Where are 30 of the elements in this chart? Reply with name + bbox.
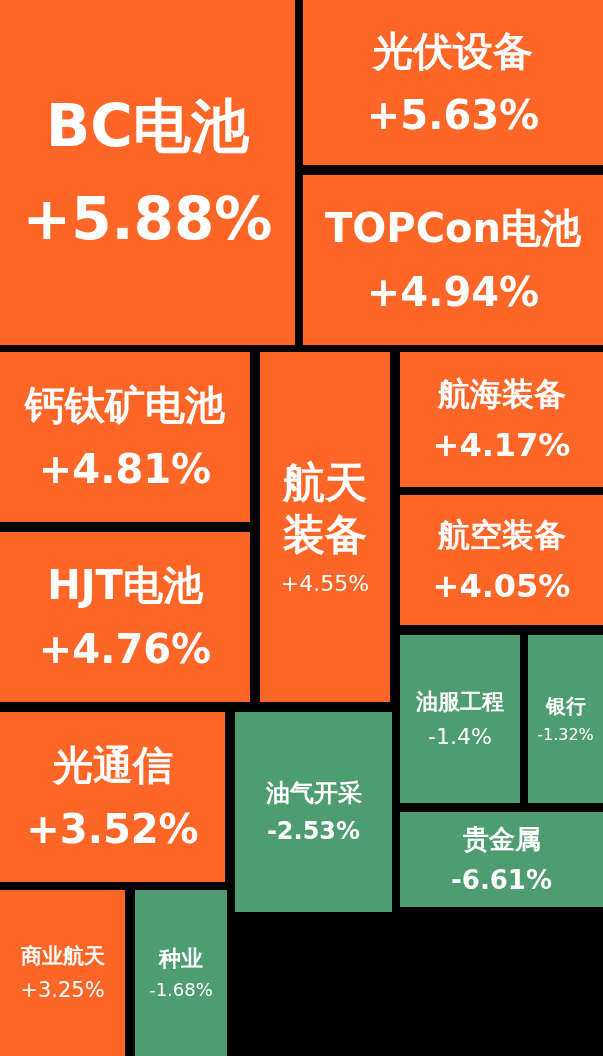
category-label: 光通信	[52, 741, 173, 790]
data-label: +5.63%	[366, 90, 540, 140]
category-label: 油气开采	[265, 778, 362, 808]
data-label: +3.25%	[20, 976, 105, 1003]
data-label: -2.53%	[266, 816, 361, 846]
category-label: 银行	[545, 693, 586, 719]
category-label: 钙钛矿电池	[25, 381, 225, 430]
data-label: -1.4%	[428, 723, 492, 751]
data-label: -1.68%	[149, 978, 213, 1001]
data-label: -6.61%	[451, 864, 552, 897]
category-label: 光伏设备	[373, 26, 533, 76]
data-label: +5.88%	[22, 183, 273, 255]
data-label: +4.76%	[38, 625, 212, 674]
category-label: 贵金属	[462, 822, 541, 855]
data-label: +3.52%	[26, 805, 199, 854]
category-label: 油服工程	[416, 687, 504, 715]
data-label: +4.05%	[432, 565, 571, 606]
category-label: TOPCon电池	[325, 204, 581, 253]
category-label: 航天装备	[281, 456, 368, 562]
data-label: +4.81%	[38, 445, 212, 494]
category-label: 航海装备	[437, 374, 566, 414]
data-label: +4.94%	[366, 268, 540, 317]
data-label: -1.32%	[537, 724, 594, 745]
category-label: BC电池	[46, 91, 249, 162]
category-label: 航空装备	[437, 514, 566, 555]
category-label: 商业航天	[20, 943, 105, 970]
data-label: +4.55%	[280, 569, 370, 598]
category-label: HJT电池	[47, 561, 203, 610]
category-label: 种业	[159, 945, 203, 973]
data-label: +4.17%	[432, 425, 571, 465]
